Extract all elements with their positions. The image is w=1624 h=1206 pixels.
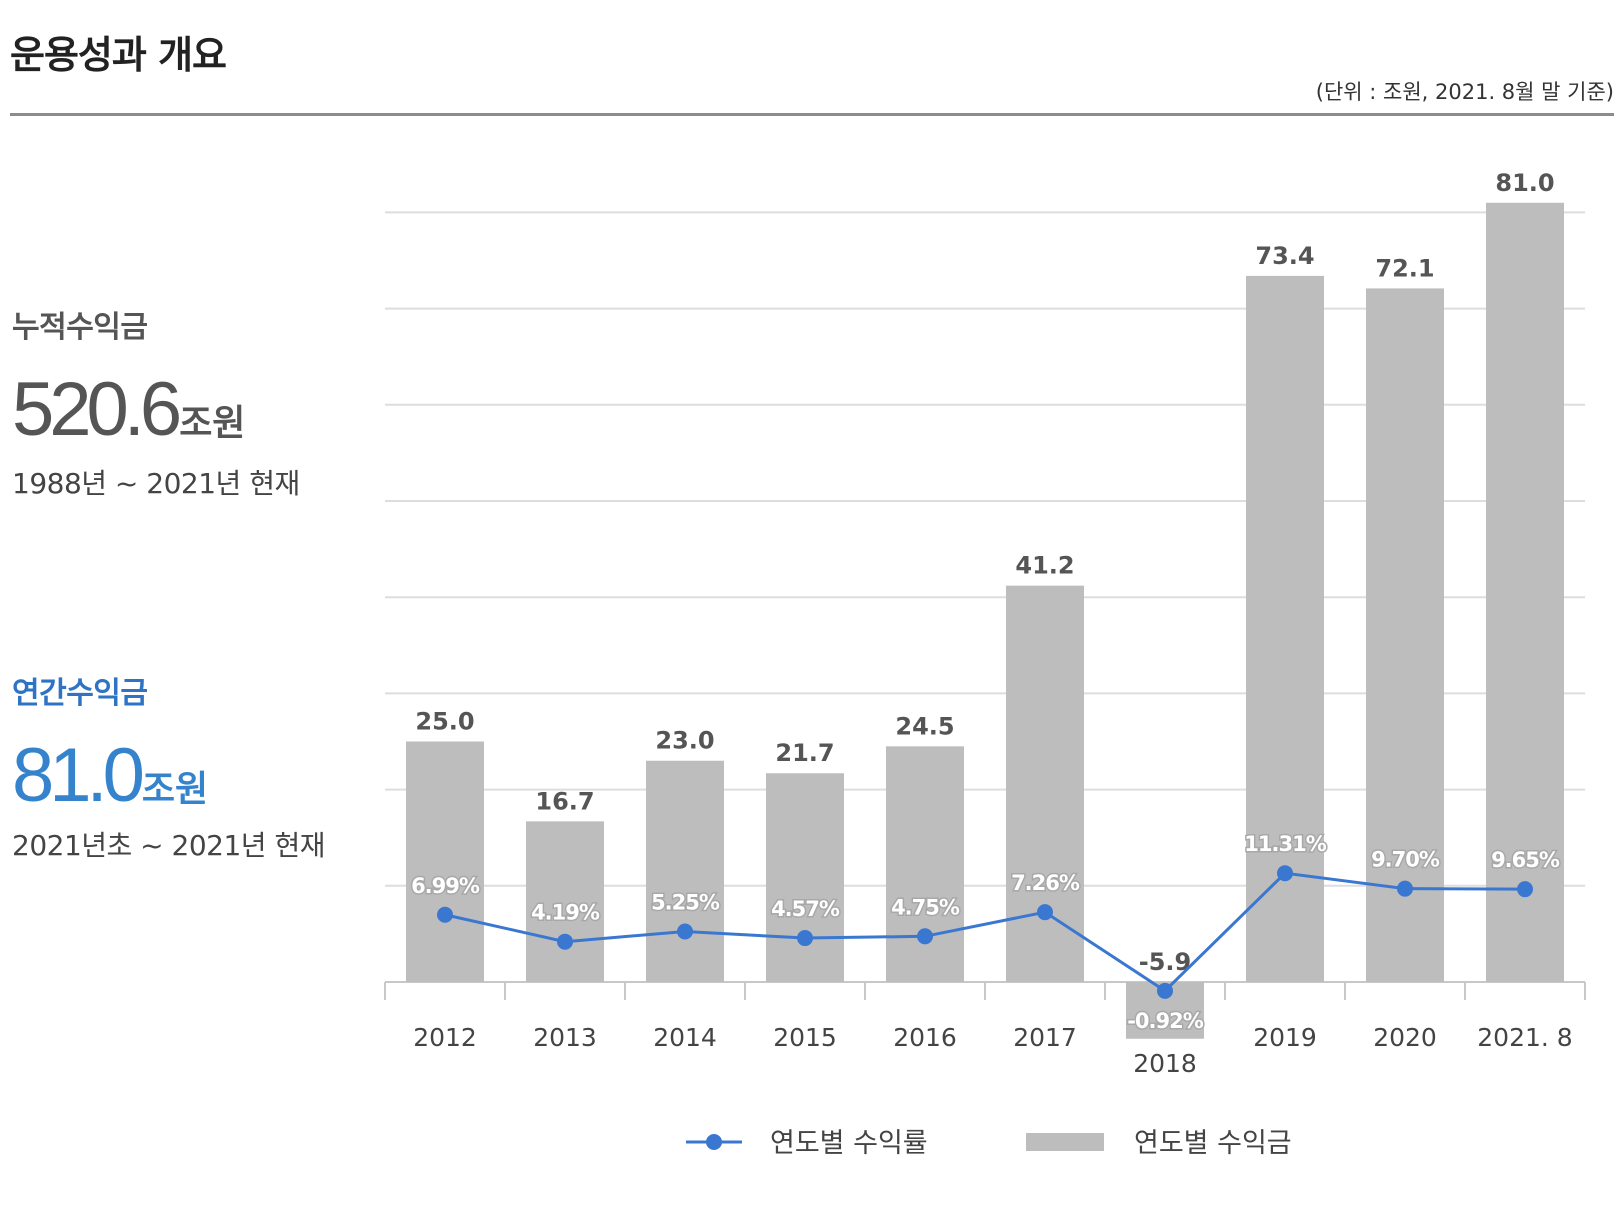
legend-line-marker: [706, 1134, 722, 1150]
rate-label: 4.19%: [531, 901, 600, 925]
legend-profit-label: 연도별 수익금: [1134, 1128, 1292, 1159]
bar-2013: [526, 821, 604, 982]
return-rate-point: [797, 930, 813, 947]
rate-label: 5.25%: [651, 890, 720, 914]
annual-suffix: 조원: [141, 769, 209, 810]
bar-label: 21.7: [775, 739, 834, 767]
bar-label: 25.0: [415, 708, 474, 736]
bar-2017: [1006, 585, 1084, 982]
x-tick-label: 2017: [1013, 1023, 1077, 1052]
x-tick-label: 2020: [1373, 1023, 1437, 1052]
x-tick-label: 2012: [413, 1023, 477, 1052]
return-rate-point: [1517, 881, 1533, 898]
bar-2021. 8: [1486, 202, 1564, 982]
annual-period: 2021년초 ~ 2021년 현재: [12, 829, 325, 862]
rate-label: 4.75%: [891, 895, 960, 919]
bar-2014: [646, 760, 724, 982]
cumulative-suffix: 조원: [179, 403, 246, 444]
bar-label: -5.9: [1139, 948, 1191, 976]
return-rate-point: [1277, 865, 1293, 882]
page-title: 운용성과 개요: [10, 33, 227, 77]
return-rate-point: [557, 933, 573, 950]
x-tick-label: 2014: [653, 1023, 717, 1052]
annual-label: 연간수익금: [12, 676, 148, 711]
x-tick-label: 2019: [1253, 1023, 1317, 1052]
bar-2012: [406, 741, 484, 982]
return-rate-line: [444, 871, 1526, 993]
return-rate-point: [1037, 904, 1053, 921]
cumulative-period: 1988년 ~ 2021년 현재: [12, 467, 300, 500]
rate-label: 4.57%: [771, 897, 840, 921]
legend-bar-swatch: [1026, 1133, 1104, 1151]
rate-label: 11.31%: [1244, 832, 1326, 856]
return-rate-point: [677, 923, 693, 940]
x-tick-label: 2015: [773, 1023, 837, 1052]
bar-2016: [886, 746, 964, 982]
legend-rate-label: 연도별 수익률: [770, 1128, 928, 1159]
bar-label: 81.0: [1495, 169, 1554, 197]
rate-label: 9.65%: [1491, 848, 1560, 872]
cumulative-label: 누적수익금: [12, 310, 148, 345]
title-divider: [10, 113, 1614, 116]
bar-label: 24.5: [895, 712, 954, 740]
return-rate-point: [1397, 880, 1413, 897]
bar-label: 16.7: [535, 787, 594, 815]
x-tick-label: 2016: [893, 1023, 957, 1052]
return-rate-point: [917, 928, 933, 945]
unit-note: (단위 : 조원, 2021. 8월 말 기준): [1315, 80, 1614, 104]
rate-label: 7.26%: [1011, 871, 1080, 895]
rate-label: -0.92%: [1127, 1009, 1204, 1033]
x-tick-label: 2013: [533, 1023, 597, 1052]
bar-label: 41.2: [1015, 552, 1074, 580]
annual-value: 81.0조원: [12, 738, 208, 814]
return-rate-point: [1157, 982, 1173, 999]
bar-label: 73.4: [1255, 242, 1314, 270]
cumulative-number: 520.6: [12, 367, 182, 452]
cumulative-value: 520.6조원: [12, 372, 245, 448]
rate-label: 9.70%: [1371, 848, 1440, 872]
bar-2019: [1246, 275, 1324, 983]
bar-2015: [766, 773, 844, 982]
bar-label: 23.0: [655, 727, 714, 755]
bar-2020: [1366, 288, 1444, 982]
bar-label: 72.1: [1375, 254, 1434, 282]
return-rate-point: [437, 906, 453, 923]
rate-label: 6.99%: [411, 874, 480, 898]
annual-number: 81.0: [12, 733, 145, 818]
x-tick-label: 2021. 8: [1477, 1023, 1572, 1052]
x-tick-label: 2018: [1133, 1049, 1197, 1078]
